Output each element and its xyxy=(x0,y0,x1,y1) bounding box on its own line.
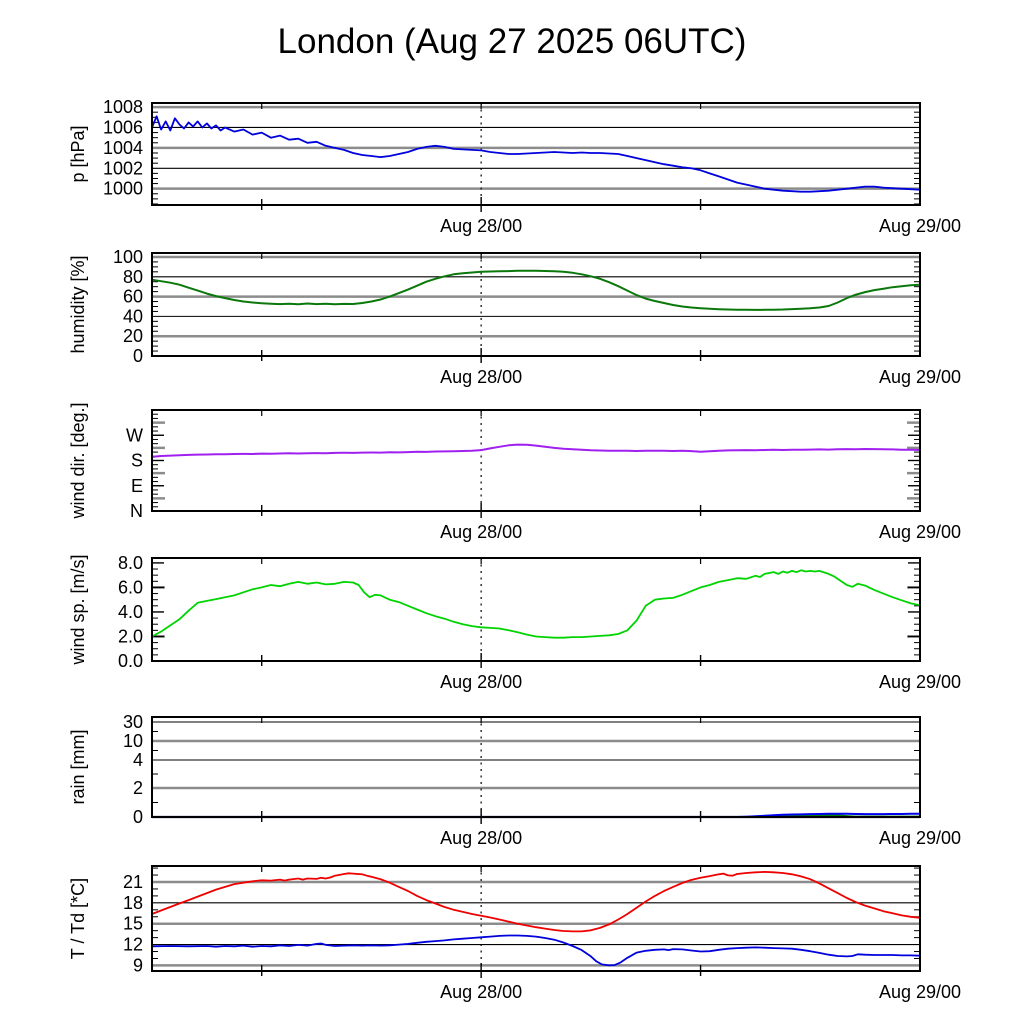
panel-temperature-ytick-label: 12 xyxy=(123,935,143,955)
chart-title: London (Aug 27 2025 06UTC) xyxy=(277,22,747,61)
series-wind-direction xyxy=(151,443,921,458)
panel-pressure-xlabel: Aug 28/00 xyxy=(440,216,522,236)
panel-pressure-ytick-label: 1002 xyxy=(103,158,143,178)
panel-temperature-ytick-label: 9 xyxy=(133,955,143,975)
panel-humidity-ytick-label: 80 xyxy=(123,267,143,287)
series-humidity xyxy=(151,269,921,311)
panel-humidity-ytick-label: 0 xyxy=(133,346,143,366)
panel-wind-direction-xlabel: Aug 29/00 xyxy=(879,522,961,542)
panel-humidity-plot xyxy=(151,252,921,363)
panel-rain-ytick-label: 2 xyxy=(133,778,143,798)
panel-rain-ytick-label: 30 xyxy=(123,712,143,732)
panel-rain-xlabel: Aug 28/00 xyxy=(440,828,522,848)
panel-humidity-ytick-label: 40 xyxy=(123,306,143,326)
panel-humidity-xlabel: Aug 29/00 xyxy=(879,367,961,387)
panel-wind-direction-xlabel: Aug 28/00 xyxy=(440,522,522,542)
panel-rain-ylabel: rain [mm] xyxy=(68,729,88,804)
panel-rain-frame xyxy=(151,716,921,818)
panel-wind-speed-ytick-label: 4.0 xyxy=(118,602,143,622)
panel-wind-speed: 0.0 2.0 4.0 6.0 8.0 wind sp. [m/s] Aug 28/00 Au… xyxy=(0,553,1024,695)
panel-wind-speed-xlabel: Aug 29/00 xyxy=(879,672,961,692)
panel-temperature-frame xyxy=(151,865,921,972)
panel-wind-direction-ytick-label: E xyxy=(131,476,143,496)
panel-humidity-frame xyxy=(151,252,921,357)
panel-pressure-ylabel: p [hPa] xyxy=(68,125,88,182)
panel-rain-xlabel: Aug 29/00 xyxy=(879,828,961,848)
panel-temperature-ytick-label: 18 xyxy=(123,893,143,913)
panel-humidity-ytick-label: 100 xyxy=(113,247,143,267)
panel-wind-speed-ylabel: wind sp. [m/s] xyxy=(68,554,88,665)
series-wind-speed xyxy=(151,569,921,639)
panel-temperature-ylabel: T / Td [*C] xyxy=(68,878,88,959)
panel-wind-speed-ytick-label: 6.0 xyxy=(118,577,143,597)
panel-temperature-xlabel: Aug 29/00 xyxy=(879,982,961,1002)
series-pressure xyxy=(151,115,921,193)
panel-pressure-ytick-label: 1004 xyxy=(103,138,143,158)
panel-pressure-ytick-label: 1000 xyxy=(103,179,143,199)
panel-humidity: 0 20 40 60 80 100 humidity [%] Aug 28/00 Aug 29/… xyxy=(0,247,1024,390)
panel-wind-direction-plot xyxy=(151,409,921,518)
panel-humidity-xlabel: Aug 28/00 xyxy=(440,367,522,387)
panel-temperature-xlabel: Aug 28/00 xyxy=(440,982,522,1002)
panel-pressure-ytick-label: 1008 xyxy=(103,97,143,117)
panel-temperature-ytick-label: 21 xyxy=(123,872,143,892)
panel-wind-speed-ytick-label: 8.0 xyxy=(118,553,143,573)
panel-pressure-plot xyxy=(151,102,921,212)
series-dewpoint xyxy=(151,934,921,967)
panel-wind-direction-ytick-label: W xyxy=(126,425,143,445)
panel-pressure-frame xyxy=(151,102,921,206)
panel-wind-direction-ytick-label: N xyxy=(130,501,143,521)
panel-humidity-ytick-label: 60 xyxy=(123,287,143,307)
panel-wind-speed-ytick-label: 0.0 xyxy=(118,651,143,671)
panel-rain: 0 2 4 10 30 rain [mm] Aug 28/00 Aug 29/00 xyxy=(0,712,1024,851)
panel-rain-ytick-label: 10 xyxy=(123,731,143,751)
panel-wind-direction-ylabel: wind dir. [deg.] xyxy=(68,402,88,519)
panel-humidity-ytick-label: 20 xyxy=(123,326,143,346)
panel-humidity-ylabel: humidity [%] xyxy=(68,255,88,353)
panel-pressure: 1000 1002 1004 1006 1008 p [hPa] Aug 28/00 Aug … xyxy=(0,97,1024,239)
panel-wind-direction-ytick-label: S xyxy=(131,451,143,471)
panel-temperature: 9 12 15 18 21 T / Td [*C] Aug 28/00 Aug 29/00 xyxy=(0,865,1024,1005)
panel-temperature-plot xyxy=(151,865,921,978)
panel-rain-ytick-label: 4 xyxy=(133,750,143,770)
panel-temperature-ytick-label: 15 xyxy=(123,914,143,934)
panel-wind-speed-plot xyxy=(151,557,921,668)
panel-pressure-ytick-label: 1006 xyxy=(103,118,143,138)
panel-rain-plot xyxy=(151,716,921,824)
panel-wind-direction-frame xyxy=(151,409,921,512)
panel-wind-speed-ytick-label: 2.0 xyxy=(118,627,143,647)
panel-wind-speed-svg: 0.0 2.0 4.0 6.0 8.0 wind sp. [m/s] Aug 28/00 Au… xyxy=(68,553,961,692)
panel-pressure-xlabel: Aug 29/00 xyxy=(879,216,961,236)
series-temperature xyxy=(151,871,921,933)
panel-wind-speed-frame xyxy=(151,557,921,662)
panel-rain-ytick-label: 0 xyxy=(133,807,143,827)
panel-wind-speed-xlabel: Aug 28/00 xyxy=(440,672,522,692)
